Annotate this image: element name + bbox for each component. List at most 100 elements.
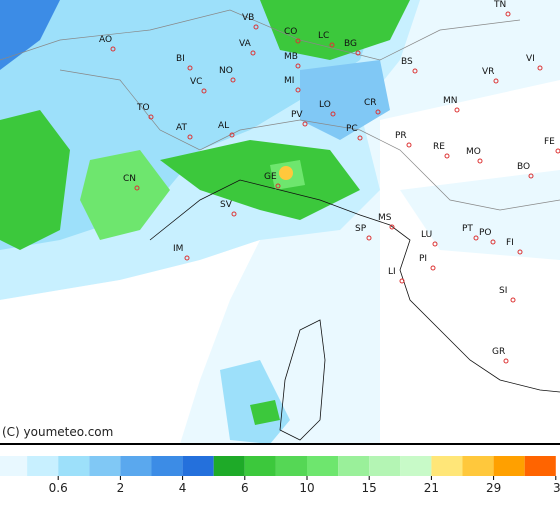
colorbar-swatch (27, 456, 59, 476)
city-label: MB (284, 52, 298, 62)
city-marker (329, 42, 335, 48)
city-label: BO (517, 162, 530, 172)
colorbar-swatch (275, 456, 307, 476)
city-marker (295, 63, 301, 69)
colorbar-swatch (0, 456, 28, 476)
city-label: VR (482, 67, 494, 77)
city-label: AL (218, 121, 229, 131)
city-marker (454, 107, 460, 113)
precipitation (0, 0, 560, 444)
borders (0, 9, 560, 211)
city-label: SI (499, 286, 507, 296)
colorbar-label: 21 (424, 481, 439, 495)
colorbar-label: 6 (241, 481, 249, 495)
city-label: FI (506, 238, 514, 248)
colorbar-swatch (524, 456, 556, 476)
city-marker (366, 235, 372, 241)
city-label: PV (291, 110, 303, 120)
city-label: TN (493, 0, 506, 10)
colorbar-swatch (400, 456, 432, 476)
city-marker (187, 65, 193, 71)
city-label: CO (284, 27, 297, 37)
city-label: PT (462, 224, 473, 234)
colorbar-swatch (213, 456, 245, 476)
city-marker (389, 224, 395, 230)
city-marker (510, 297, 516, 303)
colorbar-label: 4 (179, 481, 187, 495)
city-marker (250, 50, 256, 56)
city-marker (275, 183, 281, 189)
city-label: MN (443, 96, 458, 106)
city-marker (134, 185, 140, 191)
city-label: GR (492, 347, 505, 357)
city-marker (555, 148, 560, 154)
city-marker (357, 135, 363, 141)
city-label: VB (242, 13, 254, 23)
city-label: PI (419, 254, 427, 264)
city-label: VC (190, 77, 202, 87)
city-marker (229, 132, 235, 138)
city-marker (412, 68, 418, 74)
city-label: LO (319, 100, 331, 110)
colorbar-swatch (307, 456, 339, 476)
city-label: SV (220, 200, 233, 210)
city-marker (517, 249, 523, 255)
city-label: LC (318, 31, 329, 41)
city-label: AT (176, 123, 187, 133)
city-marker (110, 46, 116, 52)
colorbar-label: 10 (299, 481, 314, 495)
colorbar-swatch (89, 456, 121, 476)
city-marker (528, 173, 534, 179)
city-label: FE (544, 137, 555, 147)
city-marker (490, 239, 496, 245)
colorbar-swatch (244, 456, 276, 476)
colorbar-swatch (431, 456, 463, 476)
colorbar-swatch (182, 456, 214, 476)
city-label: LU (421, 230, 432, 240)
city-marker (148, 114, 154, 120)
city-label: TO (136, 103, 150, 113)
colorbar-label: 0.6 (49, 481, 68, 495)
colorbar-swatch (338, 456, 370, 476)
city-marker (444, 153, 450, 159)
city-label: BG (344, 39, 357, 49)
colorbar-label: 2 (117, 481, 125, 495)
city-label: SP (355, 224, 367, 234)
city-marker (473, 235, 479, 241)
city-label: VI (526, 54, 535, 64)
city-marker (231, 211, 237, 217)
city-label: PO (479, 228, 492, 238)
city-marker (503, 358, 509, 364)
city-marker (477, 158, 483, 164)
divider (0, 443, 560, 445)
city-label: BS (401, 57, 413, 67)
city-label: MS (378, 213, 392, 223)
city-marker (253, 24, 259, 30)
city-marker (302, 121, 308, 127)
city-label: RE (433, 142, 445, 152)
city-marker (399, 278, 405, 284)
colorbar-swatch (151, 456, 183, 476)
city-marker (355, 50, 361, 56)
city-label: VA (239, 39, 252, 49)
city-marker (493, 78, 499, 84)
city-label: LI (388, 267, 396, 277)
city-marker (184, 255, 190, 261)
city-label: PC (346, 124, 358, 134)
city-marker (201, 88, 207, 94)
city-label: PR (395, 131, 407, 141)
city-label: CR (364, 98, 377, 108)
city-marker (432, 241, 438, 247)
coastline (149, 179, 560, 441)
city-label: MO (466, 147, 481, 157)
colorbar-swatch (462, 456, 494, 476)
colorbar-swatch (58, 456, 90, 476)
city-label: NO (219, 66, 233, 76)
colorbar-swatch (120, 456, 152, 476)
city-marker (537, 65, 543, 71)
city-label: MI (284, 76, 294, 86)
colorbar-swatch (493, 456, 525, 476)
city-marker (430, 265, 436, 271)
